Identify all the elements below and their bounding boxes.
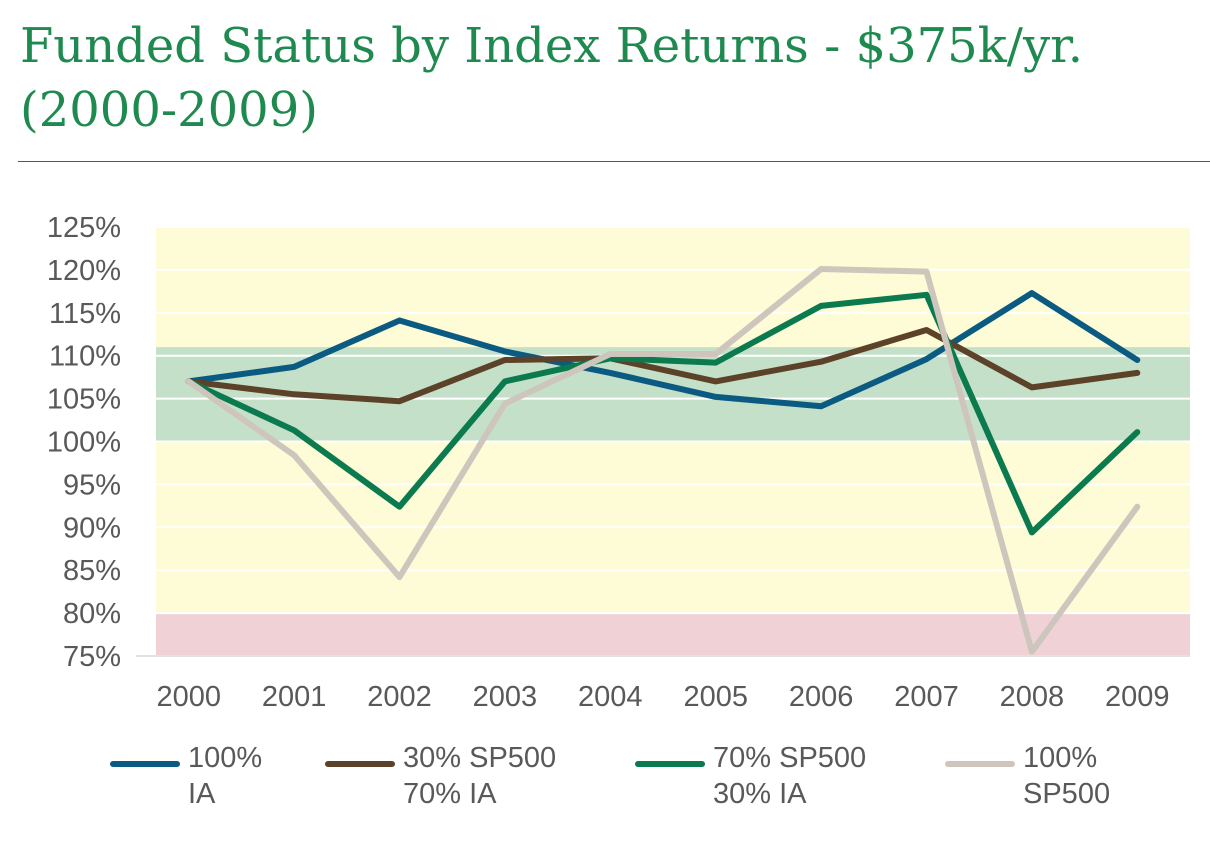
x-tick-label: 2002 <box>367 681 432 713</box>
y-tick-label: 100% <box>47 427 121 459</box>
y-tick-label: 110% <box>49 341 121 373</box>
y-tick-label: 75% <box>63 641 121 673</box>
y-axis-ticks: 75% 80% 85% 90% 95% 100% 105% 110% 115% 120% 125% <box>47 212 121 673</box>
slide-title: Funded Status by Index Returns - $375k/y… <box>20 18 1084 138</box>
y-tick-label: 80% <box>63 598 121 630</box>
legend-label: 70% SP500 30% IA <box>713 742 867 810</box>
x-tick-label: 2006 <box>789 681 854 713</box>
line-chart: 75%80%85%90%95%100%105%110%115%120%125% … <box>47 212 1190 713</box>
series-line-2 <box>185 291 1141 536</box>
y-tick-label: 105% <box>47 384 121 416</box>
x-tick-label: 2008 <box>1000 681 1065 713</box>
series-line-3 <box>185 266 1141 655</box>
x-tick-label: 2004 <box>578 681 643 713</box>
legend-label: 30% SP500 70% IA <box>403 742 557 810</box>
legend-label: 100% IA <box>188 742 263 810</box>
x-tick-label: 2000 <box>156 681 221 713</box>
chart-series <box>185 266 1141 655</box>
x-tick-label: 2009 <box>1105 681 1170 713</box>
y-tick-label: 95% <box>63 469 121 501</box>
y-tick-label: 90% <box>63 512 121 544</box>
band-red <box>156 613 1190 656</box>
chart-bands <box>156 227 1190 656</box>
series-line-0 <box>185 290 1141 410</box>
x-tick-label: 2005 <box>683 681 748 713</box>
series-line-1 <box>185 327 1141 405</box>
title-divider <box>18 161 1210 162</box>
x-tick-label: 2003 <box>473 681 538 713</box>
x-tick-label: 2007 <box>894 681 959 713</box>
x-axis-ticks: 2000 2001 2002 2003 2004 2005 2006 2007 2008 2009 <box>156 681 1169 713</box>
x-tick-label: 2001 <box>262 681 327 713</box>
y-tick-label: 120% <box>47 255 121 287</box>
legend-swatch <box>945 761 1015 767</box>
legend-swatch <box>325 761 395 767</box>
legend-swatch <box>110 761 180 767</box>
y-tick-label: 125% <box>47 212 121 244</box>
y-tick-label: 115% <box>49 298 121 330</box>
legend-swatch <box>635 761 705 767</box>
chart-legend: 100% IA 30% SP500 70% IA 70% SP500 30% IA 1… <box>0 740 1210 840</box>
legend-label: 100% SP500 <box>1023 742 1111 810</box>
y-tick-label: 85% <box>63 555 121 587</box>
